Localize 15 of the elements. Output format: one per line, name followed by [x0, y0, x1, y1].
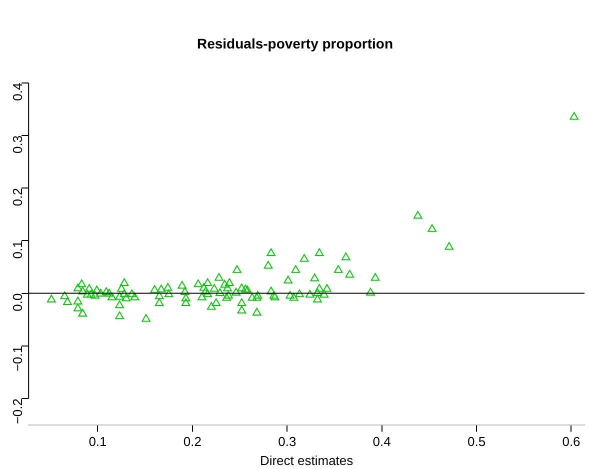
y-tick-label: 0.0 — [10, 293, 26, 312]
x-axis-title: Direct estimates — [260, 452, 354, 468]
y-tick-label: −0.1 — [10, 346, 26, 372]
y-tick-label: 0.4 — [10, 82, 26, 101]
chart-title: Residuals-poverty proportion — [196, 35, 394, 52]
x-tick-label: 0.6 — [562, 434, 580, 450]
y-tick-label: 0.1 — [10, 240, 26, 259]
x-tick-label: 0.3 — [278, 434, 296, 450]
x-tick-label: 0.1 — [88, 434, 107, 450]
y-tick-label: −0.2 — [10, 398, 26, 424]
y-tick-label: 0.2 — [10, 188, 26, 206]
x-tick-label: 0.4 — [372, 434, 391, 450]
x-tick-label: 0.5 — [468, 434, 486, 450]
x-tick-label: 0.2 — [183, 434, 202, 450]
y-tick-label: 0.3 — [10, 135, 26, 154]
